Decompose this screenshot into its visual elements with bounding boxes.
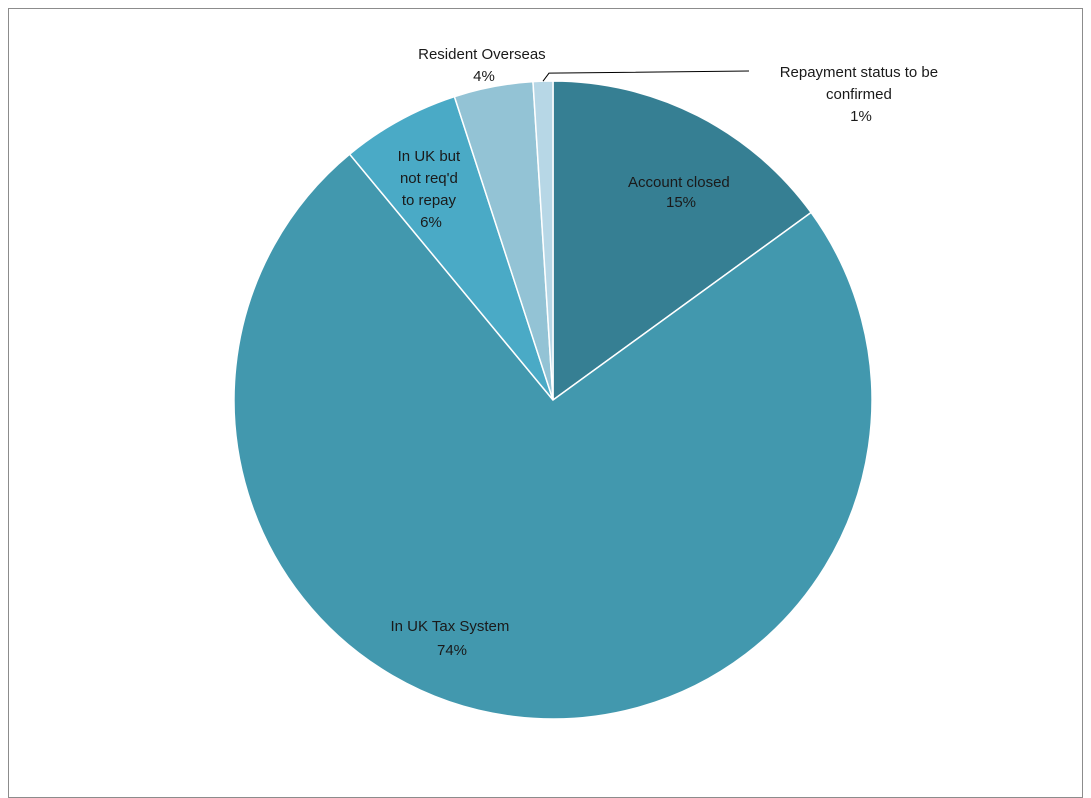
pie-slice-in-uk-tax-system <box>233 153 873 720</box>
pie-chart: Account closed 15% In UK Tax System 74% … <box>233 46 943 720</box>
labels-layer: Account closed 15% In UK Tax System 74% … <box>390 46 943 659</box>
slices-layer <box>233 80 873 720</box>
leader-layer <box>542 70 750 82</box>
pie-slice-account-closed <box>552 80 813 402</box>
slice-label-in-uk-tax-system: In UK Tax System 74% <box>390 618 513 659</box>
slice-label-resident-overseas: Resident Overseas 4% <box>418 46 550 85</box>
slice-label-account-closed: Account closed 15% <box>628 174 734 211</box>
pie-slice-in-uk-not-required <box>348 95 554 401</box>
leader-line-repayment-status <box>542 70 750 82</box>
slice-label-in-uk-not-required: In UK but not req'd to repay 6% <box>398 148 465 231</box>
slice-label-repayment-status: Repayment status to be confirmed 1% <box>780 64 943 125</box>
chart-frame: Account closed 15% In UK Tax System 74% … <box>8 8 1083 798</box>
